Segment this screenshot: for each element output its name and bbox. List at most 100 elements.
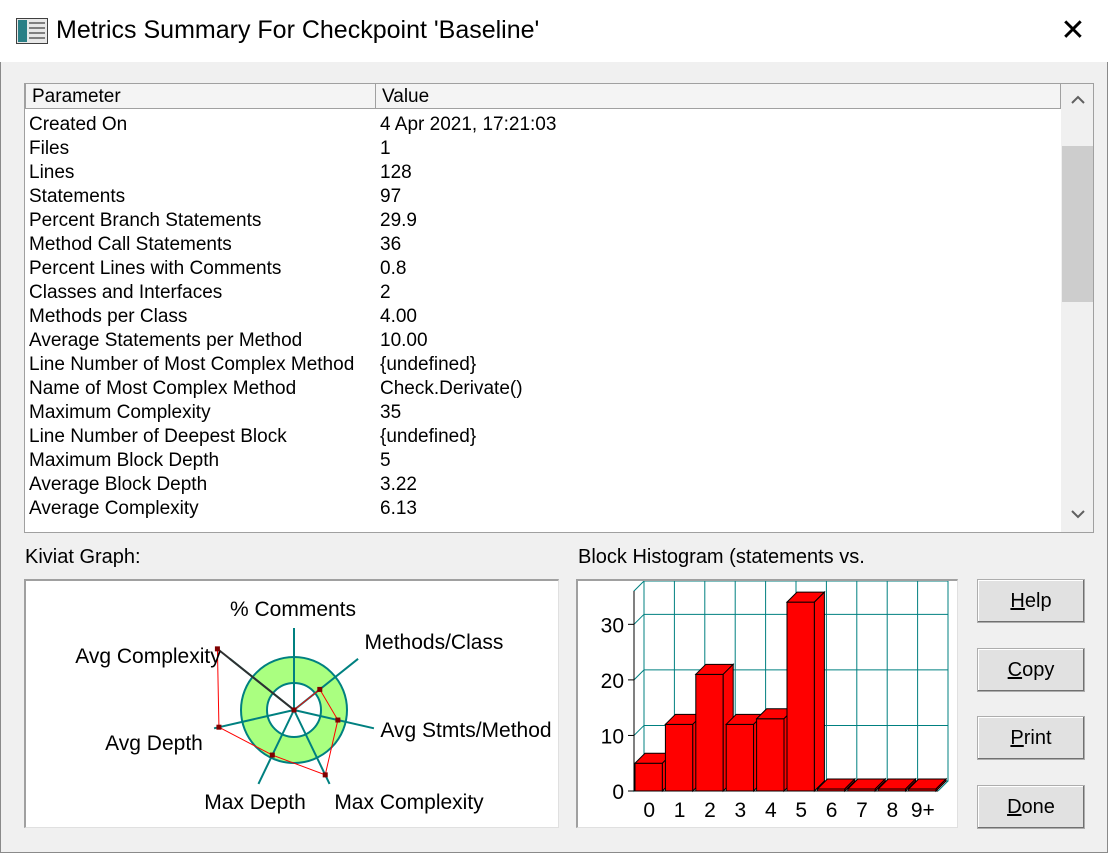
value-cell: 4 Apr 2021, 17:21:03 [380, 114, 557, 135]
histogram-bar-side [905, 777, 917, 793]
histogram-bar-front [664, 723, 694, 792]
column-header-value[interactable]: Value [375, 84, 1061, 109]
copy-button[interactable]: Copy [977, 648, 1085, 692]
close-icon[interactable]: ✕ [1060, 14, 1086, 47]
chevron-up-icon[interactable] [1061, 84, 1093, 118]
done-button-label: one [1021, 796, 1055, 818]
parameter-cell: Line Number of Most Complex Method [29, 354, 355, 375]
value-cell: 10.00 [380, 330, 428, 351]
print-button[interactable]: Print [977, 716, 1085, 760]
kiviat-axis-label: Avg Complexity [75, 645, 221, 668]
table-row[interactable]: Method Call Statements 36 [25, 233, 1061, 257]
table-row[interactable]: Statements 97 [25, 185, 1061, 209]
value-cell: {undefined} [380, 426, 477, 447]
kiviat-spoke [216, 648, 295, 711]
kiviat-axis-label: Max Depth [204, 791, 306, 814]
table-row[interactable]: Average Complexity 6.13 [25, 497, 1061, 521]
table-row[interactable]: Percent Branch Statements 29.9 [25, 209, 1061, 233]
histogram-bar-front [786, 601, 815, 792]
value-cell: 5 [380, 450, 391, 471]
histogram-y-tick-label: 20 [601, 670, 624, 693]
title-bar[interactable]: Metrics Summary For Checkpoint 'Baseline… [0, 0, 1108, 62]
copy-button-label: opy [1022, 659, 1055, 681]
column-header-parameter[interactable]: Parameter [25, 84, 376, 109]
value-cell: 6.13 [380, 498, 417, 519]
value-cell: {undefined} [380, 354, 477, 375]
kiviat-graph: % Comments Methods/Class Avg Stmts/Method M… [75, 598, 551, 814]
table-row[interactable]: Lines 128 [25, 161, 1061, 185]
histogram-bar-side [874, 777, 886, 793]
parameter-cell: Files [29, 138, 70, 159]
done-button-mnemonic: D [1007, 796, 1022, 818]
table-row[interactable]: Maximum Complexity 35 [25, 401, 1061, 425]
block-histogram-panel: 0 10 20 30 0 1 2 3 4 5 6 7 8 9+ [576, 579, 958, 828]
table-row[interactable]: Average Block Depth 3.22 [25, 473, 1061, 497]
vertical-scrollbar[interactable] [1061, 84, 1093, 532]
table-row[interactable]: Line Number of Deepest Block {undefined} [25, 425, 1061, 449]
table-row[interactable]: Maximum Block Depth 5 [25, 449, 1061, 473]
metrics-table[interactable]: Parameter Value Created On 4 Apr 2021, 17… [24, 83, 1094, 533]
parameter-cell: Method Call Statements [29, 234, 232, 255]
table-row[interactable]: Line Number of Most Complex Method {undef… [25, 353, 1061, 377]
table-row[interactable]: Average Statements per Method 10.00 [25, 329, 1061, 353]
kiviat-vertex [335, 717, 341, 723]
histogram-bar-side [813, 590, 825, 793]
histogram-x-tick-label: 4 [765, 799, 777, 822]
table-row[interactable]: Name of Most Complex Method Check.Derivat… [25, 377, 1061, 401]
table-row[interactable]: Percent Lines with Comments 0.8 [25, 257, 1061, 281]
table-row[interactable]: Created On 4 Apr 2021, 17:21:03 [25, 113, 1061, 137]
value-cell: 1 [380, 138, 391, 159]
done-button[interactable]: Done [977, 785, 1085, 829]
kiviat-graph-label: Kiviat Graph: [25, 546, 141, 568]
parameter-cell: Created On [29, 114, 128, 135]
print-button-mnemonic: P [1010, 727, 1024, 749]
histogram-bar [846, 777, 887, 793]
histogram-bar-front [695, 673, 724, 792]
histogram-bar-front [756, 718, 785, 792]
histogram-x-tick-label: 5 [795, 799, 807, 822]
histogram-bar [816, 777, 857, 793]
chevron-down-icon[interactable] [1061, 498, 1093, 532]
value-cell: Check.Derivate() [380, 378, 523, 399]
parameter-cell: Maximum Block Depth [29, 450, 220, 471]
parameter-cell: Percent Branch Statements [29, 210, 262, 231]
parameter-cell: Line Number of Deepest Block [29, 426, 287, 447]
parameter-cell: Average Complexity [29, 498, 199, 519]
histogram-x-tick-label: 2 [704, 799, 716, 822]
value-cell: 3.22 [380, 474, 417, 495]
histogram-bar-side [935, 777, 947, 793]
parameter-cell: Percent Lines with Comments [29, 258, 282, 279]
value-cell: 35 [380, 402, 402, 423]
kiviat-axis-label: Max Complexity [334, 791, 484, 814]
table-row[interactable]: Methods per Class 4.00 [25, 305, 1061, 329]
print-button-label: rint [1023, 727, 1052, 749]
copy-button-mnemonic: C [1007, 659, 1023, 681]
help-button-mnemonic: H [1010, 590, 1025, 612]
kiviat-vertex [216, 724, 222, 730]
histogram-gridline [937, 780, 949, 792]
histogram-bar-side [844, 777, 856, 793]
app-window-icon [16, 18, 48, 44]
histogram-y-tick-label: 10 [601, 725, 624, 748]
kiviat-polygon [216, 647, 339, 776]
histogram-x-tick-label: 3 [735, 799, 747, 822]
histogram-y-tick-label: 0 [612, 781, 624, 804]
table-row[interactable]: Classes and Interfaces 2 [25, 281, 1061, 305]
window-title: Metrics Summary For Checkpoint 'Baseline… [56, 16, 540, 44]
parameter-cell: Average Block Depth [29, 474, 208, 495]
histogram-bar [907, 777, 948, 793]
histogram-x-tick-label: 9+ [911, 799, 935, 822]
table-row[interactable]: Files 1 [25, 137, 1061, 161]
parameter-cell: Statements [29, 186, 126, 207]
histogram-y-tick-label: 30 [601, 614, 624, 637]
kiviat-axis [293, 709, 331, 785]
scrollbar-thumb[interactable] [1062, 146, 1093, 302]
parameter-cell: Lines [29, 162, 75, 183]
kiviat-axis [257, 709, 295, 785]
histogram-bar [876, 777, 917, 793]
histogram-bar-front [634, 762, 663, 792]
help-button[interactable]: Help [977, 579, 1085, 623]
histogram-x-tick-label: 7 [856, 799, 868, 822]
value-cell: 2 [380, 282, 391, 303]
